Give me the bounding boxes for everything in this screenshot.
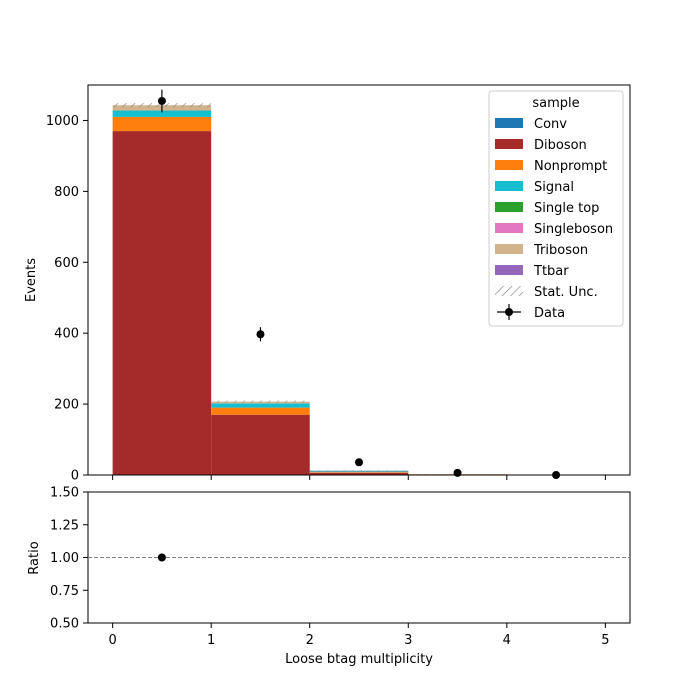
legend-label-single-top: Single top <box>534 201 599 216</box>
ratio-y-tick-label-1.25: 1.25 <box>50 518 79 533</box>
data-point-2 <box>355 458 363 467</box>
y-tick-label-1000: 1000 <box>46 114 79 129</box>
legend-swatch-triboson <box>495 244 523 254</box>
y-tick-label-200: 200 <box>54 398 79 413</box>
legend-entries: Conv Diboson Nonprompt Signal Single top Sing… <box>495 117 613 321</box>
bar-diboson-bin-1 <box>211 414 310 475</box>
ratio-panel: 0.50 0.75 1.00 1.25 1.50 0 1 2 3 4 5 Ratio Loose … <box>27 486 631 667</box>
stat-unc-band-bin-2 <box>309 470 409 472</box>
legend-label-data: Data <box>534 306 565 321</box>
legend-label-diboson: Diboson <box>534 138 587 153</box>
legend-data-marker <box>505 308 513 316</box>
data-point-1 <box>256 330 265 339</box>
legend-label-conv: Conv <box>534 117 567 132</box>
ratio-y-tick-label-1.00: 1.00 <box>50 551 79 566</box>
y-tick-label-600: 600 <box>54 256 79 271</box>
bar-nonprompt-bin-0 <box>112 116 212 132</box>
bar-diboson-bin-2 <box>309 472 409 475</box>
main-y-ticks: 0 200 400 600 800 1000 <box>46 114 88 484</box>
legend: sample Conv Diboson Nonprompt Signal Single … <box>488 90 624 327</box>
data-point-3 <box>453 468 462 477</box>
bar-nonprompt-bin-1 <box>211 407 310 415</box>
legend-label-ttbar: Ttbar <box>533 264 569 279</box>
y-tick-label-0: 0 <box>71 469 79 484</box>
x-tick-label-0: 0 <box>108 633 116 648</box>
legend-label-nonprompt: Nonprompt <box>534 159 607 174</box>
ratio-x-ticks: 0 1 2 3 4 5 <box>108 623 610 648</box>
ratio-points <box>157 553 166 562</box>
legend-title: sample <box>532 96 579 111</box>
bar-triboson-bin-2 <box>309 471 409 472</box>
x-tick-label-2: 2 <box>306 633 314 648</box>
bar-nonprompt-bin-2 <box>309 472 409 473</box>
legend-swatch-signal <box>495 181 523 191</box>
x-tick-label-1: 1 <box>207 633 215 648</box>
ratio-y-tick-label-0.50: 0.50 <box>50 617 79 632</box>
ratio-y-axis-label: Ratio <box>27 541 42 574</box>
y-tick-label-400: 400 <box>54 327 79 342</box>
x-tick-label-5: 5 <box>601 633 609 648</box>
x-axis-label: Loose btag multiplicity <box>285 652 433 667</box>
legend-swatch-singleboson <box>495 223 523 233</box>
bar-signal-bin-0 <box>112 110 212 117</box>
legend-swatch-stat-unc <box>495 286 523 296</box>
bar-diboson-bin-0 <box>112 131 212 475</box>
legend-swatch-diboson <box>495 139 523 149</box>
legend-swatch-single-top <box>495 202 523 212</box>
bar-signal-bin-2 <box>309 471 409 473</box>
legend-label-stat-unc: Stat. Unc. <box>534 285 598 300</box>
main-x-ticks <box>112 475 606 480</box>
ratio-y-tick-label-0.75: 0.75 <box>50 584 79 599</box>
legend-label-triboson: Triboson <box>533 243 588 258</box>
legend-swatch-nonprompt <box>495 160 523 170</box>
stat-unc-band-bin-1 <box>211 400 310 403</box>
data-point-0 <box>157 96 166 105</box>
ratio-y-ticks: 0.50 0.75 1.00 1.25 1.50 <box>50 486 88 632</box>
ratio-y-tick-label-1.50: 1.50 <box>50 486 79 501</box>
x-tick-label-3: 3 <box>404 633 412 648</box>
legend-swatch-conv <box>495 118 523 128</box>
main-plot-frame <box>87 84 631 476</box>
x-tick-label-4: 4 <box>503 633 511 648</box>
legend-label-signal: Signal <box>534 180 574 195</box>
ratio-point-0 <box>157 553 166 562</box>
y-axis-label: Events <box>24 258 39 302</box>
y-tick-label-800: 800 <box>54 185 79 200</box>
legend-label-singleboson: Singleboson <box>534 222 613 237</box>
legend-swatch-ttbar <box>495 265 523 275</box>
bar-signal-bin-1 <box>211 403 310 408</box>
